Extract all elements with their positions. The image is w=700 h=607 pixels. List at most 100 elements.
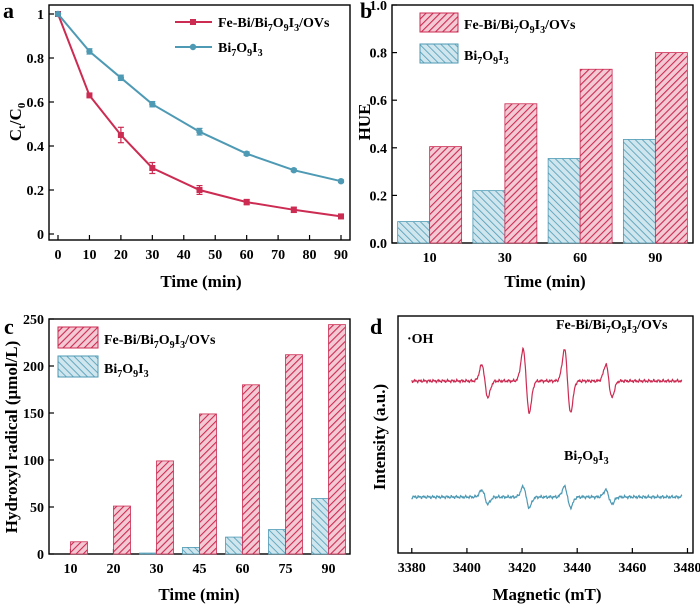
- panel-c-bar-fe: [113, 505, 131, 555]
- panel-b-bar-bi: [472, 190, 506, 244]
- panel-a-data-point: [196, 187, 203, 193]
- panel-a-data-point: [149, 101, 156, 108]
- panel-b-bar-fe: [654, 52, 688, 244]
- panel-a-legend-label-fe: Fe-Bi/Bi7O9I3/OVs: [218, 16, 330, 34]
- panel-c-x-tick-label: 20: [107, 562, 121, 577]
- panel-a-legend-entry-fe: Fe-Bi/Bi7O9I3/OVs: [175, 16, 330, 34]
- panel-b-legend-label-bi: Bi7O9I3: [464, 49, 509, 67]
- panel-c-legend: Fe-Bi/Bi7O9I3/OVs Bi7O9I3: [57, 326, 216, 380]
- panel-c-x-tick-label: 60: [236, 562, 250, 577]
- panel-c-bar-fe: [242, 384, 260, 555]
- panel-a-x-tick-label: 50: [208, 248, 222, 263]
- panel-b-legend: Fe-Bi/Bi7O9I3/OVs Bi7O9I3: [419, 12, 576, 67]
- panel-a-series-line-0: [57, 13, 342, 218]
- panel-d-label-bi: Bi7O9I3: [564, 449, 609, 467]
- panel-a-data-point: [290, 167, 298, 174]
- panel-a-x-tick-label: 40: [177, 248, 191, 263]
- panel-a-x-tick-label: 0: [55, 248, 62, 263]
- panel-d-frame: [397, 315, 694, 554]
- panel-a-y-tick-label: 0.4: [27, 140, 45, 155]
- panel-c-bar-bi: [268, 529, 286, 555]
- panel-a-data-point: [54, 10, 62, 18]
- panel-d-x-tick-label: 3420: [508, 561, 536, 576]
- panel-a-legend-label-bi: Bi7O9I3: [218, 41, 263, 59]
- panel-c-legend-entry-bi: Bi7O9I3: [57, 355, 149, 380]
- panel-b-bar-bi: [547, 158, 581, 244]
- panel-b-x-axis-title: Time (min): [504, 272, 585, 291]
- panel-c-y-tick-label: 150: [23, 407, 44, 422]
- panel-b-y-tick-label: 0.6: [370, 94, 388, 109]
- panel-d-x-tick-label: 3440: [563, 561, 591, 576]
- panel-b-x-tick-label: 10: [423, 251, 437, 266]
- panel-c-bar-fe: [156, 460, 174, 555]
- panel-a-y-axis-title: Ct/C0: [6, 102, 28, 141]
- panel-a-data-point: [117, 132, 124, 138]
- panel-d-spectrum-1: [411, 483, 683, 511]
- panel-c-y-tick-label: 100: [23, 454, 44, 469]
- panel-c-y-tick-label: 250: [23, 313, 44, 328]
- panel-a-y-tick-label: 0.8: [27, 52, 45, 67]
- panel-a-data-point: [338, 213, 344, 220]
- square-marker-icon: [190, 19, 196, 25]
- panel-d-label-fe: Fe-Bi/Bi7O9I3/OVs: [556, 318, 668, 336]
- panel-d-oh-annotation: ·OH: [407, 332, 434, 347]
- hatch-swatch-icon: [57, 326, 99, 349]
- panel-b-y-tick-label: 0.8: [370, 47, 388, 62]
- panel-a-x-tick-label: 60: [240, 248, 254, 263]
- panel-c-x-tick-label: 10: [64, 562, 78, 577]
- panel-a-x-tick-label: 80: [303, 248, 317, 263]
- panel-a-data-point: [149, 165, 156, 171]
- panel-c-y-tick-label: 200: [23, 360, 44, 375]
- panel-c-bar-bi: [225, 536, 243, 555]
- panel-a-data-point: [290, 206, 297, 213]
- panel-c-bar-bi: [139, 552, 157, 555]
- panel-c-bar-fe: [328, 324, 346, 555]
- panel-c-legend-label-fe: Fe-Bi/Bi7O9I3/OVs: [104, 333, 216, 351]
- panel-c-legend-label-bi: Bi7O9I3: [104, 362, 149, 380]
- panel-c-bar-bi: [182, 547, 200, 555]
- panel-a-x-tick-label: 90: [334, 248, 348, 263]
- panel-b-bar-fe: [429, 146, 463, 244]
- panel-a-legend-entry-bi: Bi7O9I3: [175, 41, 263, 59]
- panel-a-y-tick-label: 1: [37, 8, 44, 23]
- panel-d-x-tick-label: 3400: [453, 561, 481, 576]
- panel-a-legend: Fe-Bi/Bi7O9I3/OVs Bi7O9I3: [175, 16, 330, 59]
- hatch-swatch-icon: [419, 43, 459, 64]
- panel-d-epr-spectra: d 3380 3400 3420 3440 3460 3480 ·OH Fe-Bi/Bi7…: [370, 314, 700, 604]
- panel-c-bar-fe: [285, 354, 303, 555]
- panel-a-letter: a: [3, 0, 14, 23]
- panel-b-legend-label-fe: Fe-Bi/Bi7O9I3/OVs: [464, 18, 576, 36]
- panel-a-frame: [48, 4, 351, 241]
- panel-c-bar-fe: [199, 413, 217, 555]
- panel-b-legend-entry-fe: Fe-Bi/Bi7O9I3/OVs: [419, 12, 576, 36]
- panel-c-x-tick-label: 45: [193, 562, 207, 577]
- panel-c-letter: c: [4, 314, 14, 339]
- panel-d-x-axis-title: Magnetic (mT): [492, 585, 601, 604]
- panel-b-bar-bi: [397, 221, 431, 244]
- panel-b-y-tick-label: 0.2: [370, 189, 388, 204]
- panel-b-bar-fe: [579, 68, 613, 244]
- panel-d-x-tick-label: 3380: [398, 561, 426, 576]
- panel-a-data-point: [86, 48, 93, 55]
- hatch-swatch-icon: [57, 355, 99, 378]
- panel-b-y-tick-label: 0.4: [370, 142, 388, 157]
- panel-a-data-point: [117, 74, 125, 82]
- panel-b-bar-fe: [504, 103, 538, 244]
- panel-c-x-tick-label: 75: [279, 562, 293, 577]
- panel-b-bar-chart: b 0.00.20.40.60.81.010 30 60 90 Time (min) …: [355, 0, 694, 291]
- panel-c-x-tick-label: 90: [322, 562, 336, 577]
- panel-a-data-point: [196, 128, 203, 135]
- panel-d-y-axis-title: Intensity (a.u.): [370, 384, 389, 490]
- panel-d-x-tick-label: 3480: [673, 561, 700, 576]
- panel-c-x-axis-title: Time (min): [158, 585, 239, 604]
- panel-a-x-tick-label: 30: [145, 248, 159, 263]
- panel-b-x-tick-label: 90: [648, 251, 662, 266]
- panel-c-y-tick-label: 0: [37, 548, 44, 563]
- panel-b-y-tick-label: 1.0: [370, 0, 388, 14]
- hatch-swatch-icon: [419, 12, 459, 33]
- panel-a-line-chart: a 0 10 20 30 40 50 60 70 80 90 0 0.2 0.4 0.6 0.8 1 Time…: [3, 0, 351, 291]
- panel-c-y-tick-label: 50: [30, 501, 44, 516]
- panel-d-spectrum-0: [411, 346, 683, 415]
- panel-a-y-tick-label: 0: [37, 228, 44, 243]
- panel-a-y-tick-label: 0.2: [27, 184, 45, 199]
